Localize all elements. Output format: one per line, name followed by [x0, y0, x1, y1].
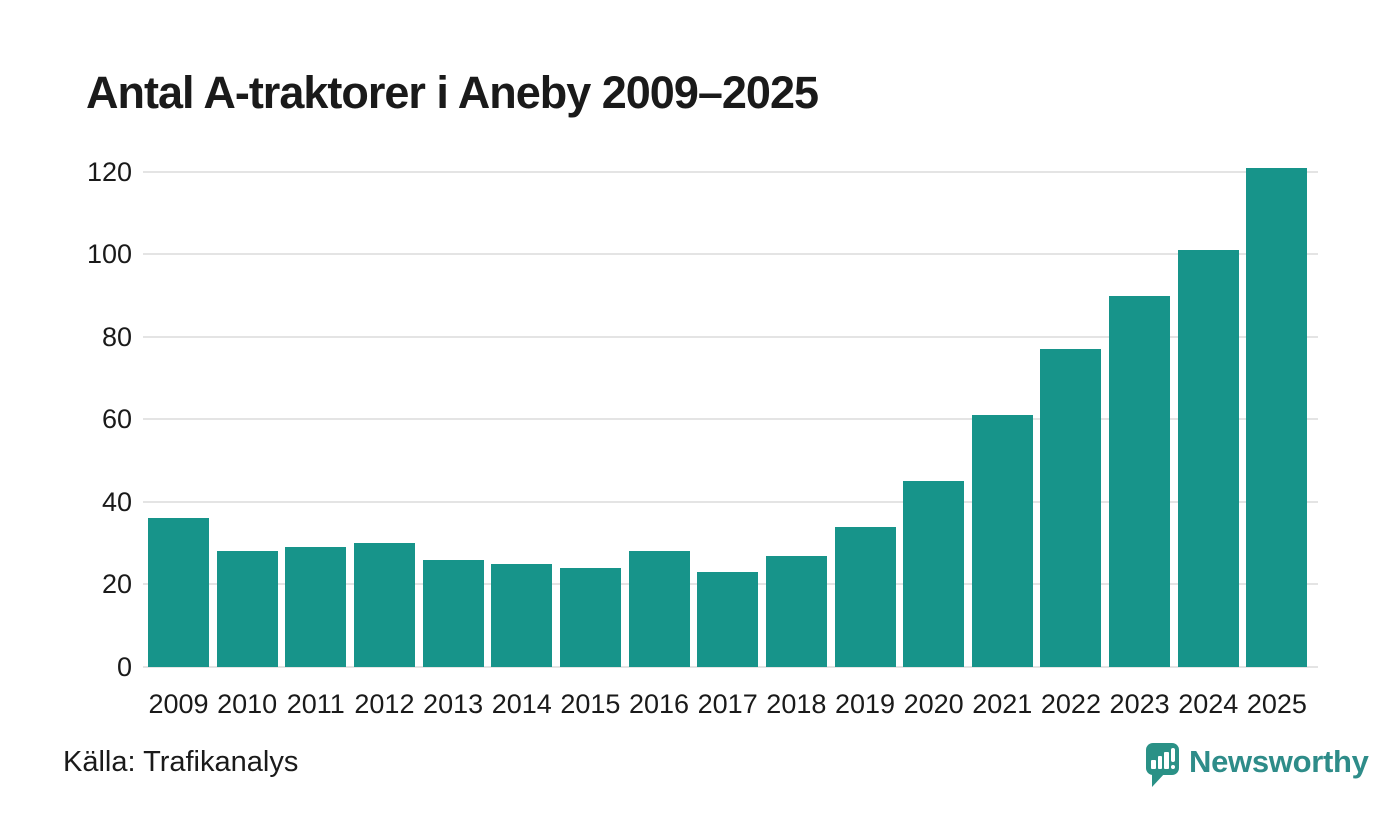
bar-2012 — [353, 543, 415, 667]
x-tick-label-2022: 2022 — [1040, 689, 1101, 719]
logo-bar-icon — [1157, 756, 1162, 769]
x-tick-label-2020: 2020 — [903, 689, 964, 719]
y-tick-label-120: 120 — [86, 156, 132, 187]
x-tick-label-2023: 2023 — [1109, 689, 1170, 719]
speech-bubble-tail-icon — [1152, 773, 1165, 787]
y-tick-label-100: 100 — [86, 239, 132, 270]
x-axis: 2009 2010 2011 2012 2013 2014 2015 2016 2017 2018… — [143, 689, 1318, 723]
y-tick-label-20: 20 — [101, 569, 132, 600]
source-note: Källa: Trafikanalys — [63, 746, 299, 778]
x-tick-label-2024: 2024 — [1178, 689, 1239, 719]
bar-2023 — [1109, 295, 1171, 667]
bar-2024 — [1177, 250, 1239, 667]
newsworthy-bubble-chart-icon — [1146, 743, 1179, 775]
x-tick-label-2025: 2025 — [1246, 689, 1307, 719]
x-tick-label-2015: 2015 — [560, 689, 621, 719]
bar-2018 — [765, 555, 827, 667]
bar-2010 — [216, 551, 278, 667]
y-tick-label-40: 40 — [101, 486, 132, 517]
y-tick-label-80: 80 — [101, 321, 132, 352]
y-tick-label-0: 0 — [116, 652, 132, 682]
bar-2014 — [491, 563, 553, 667]
bar-2022 — [1040, 349, 1102, 667]
logo-bar-icon — [1164, 752, 1169, 769]
bar-2025 — [1246, 167, 1308, 667]
bar-2016 — [628, 551, 690, 667]
x-tick-label-2019: 2019 — [834, 689, 896, 719]
x-tick-label-2021: 2021 — [972, 689, 1033, 719]
bar-2020 — [903, 481, 965, 667]
gridline-80 — [143, 335, 1318, 338]
bar-2015 — [559, 567, 621, 667]
gridline-40 — [143, 500, 1318, 503]
bar-chart — [143, 150, 1318, 668]
gridline-100 — [143, 253, 1318, 256]
brand-name: Newsworthy — [1189, 744, 1369, 779]
x-tick-label-2016: 2016 — [629, 689, 690, 719]
x-tick-label-2010: 2010 — [217, 689, 278, 719]
logo-bar-icon — [1151, 760, 1156, 769]
bar-2017 — [697, 572, 759, 667]
x-tick-label-2012: 2012 — [354, 689, 415, 719]
y-tick-label-60: 60 — [101, 404, 132, 435]
gridline-60 — [143, 418, 1318, 421]
gridline-0 — [143, 666, 1318, 668]
gridline-120 — [143, 170, 1318, 173]
logo-exclamation-dot-icon — [1170, 764, 1175, 769]
page-title: Antal A-traktorer i Aneby 2009–2025 — [86, 67, 819, 118]
x-tick-label-2018: 2018 — [766, 689, 827, 719]
logo-exclamation-icon — [1170, 748, 1175, 762]
bar-2013 — [422, 559, 484, 667]
y-axis: 0 20 40 60 80 100 120 — [0, 150, 132, 681]
x-tick-label-2014: 2014 — [491, 689, 552, 719]
bar-2021 — [971, 415, 1033, 667]
bar-2019 — [834, 526, 896, 667]
x-tick-label-2017: 2017 — [697, 689, 758, 719]
x-tick-label-2011: 2011 — [286, 689, 345, 719]
bar-2011 — [285, 547, 347, 667]
x-tick-label-2013: 2013 — [423, 689, 484, 719]
x-tick-label-2009: 2009 — [148, 689, 209, 719]
bar-2009 — [148, 518, 209, 667]
